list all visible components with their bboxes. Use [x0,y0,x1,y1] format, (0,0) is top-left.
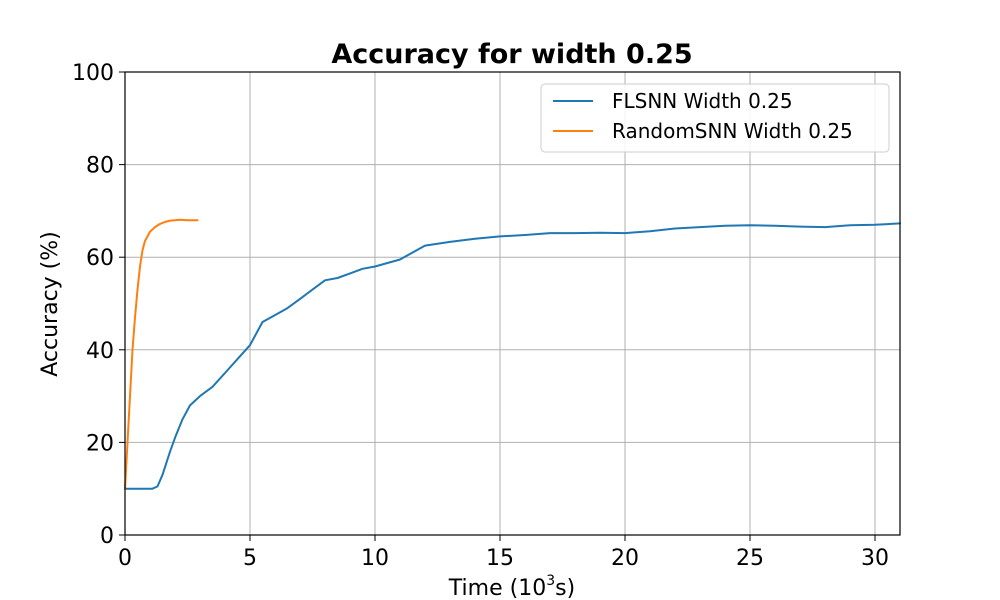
x-tick-label: 25 [736,546,764,571]
tick-layer: 0 5 10 15 20 25 30 0 20 40 60 80 100 [72,61,889,571]
y-tick-label: 40 [86,339,114,364]
x-axis-label-suffix: s) [555,576,575,600]
x-tick-label: 30 [861,546,889,571]
x-tick-label: 0 [118,546,132,571]
series-layer [124,218,901,490]
y-tick-label: 100 [72,61,114,86]
x-tick-label: 15 [486,546,514,571]
legend-label-flsnn: FLSNN Width 0.25 [612,89,793,113]
x-axis-label-main: Time (10 [448,576,546,600]
series-line-flsnn [124,222,901,490]
y-tick-label: 60 [86,246,114,271]
legend: FLSNN Width 0.25 RandomSNN Width 0.25 [540,83,890,153]
y-tick-label: 0 [100,524,114,549]
x-axis-label: Time (103s) [448,573,575,600]
y-tick-label: 80 [86,154,114,179]
x-tick-label: 10 [361,546,389,571]
series-line-randomsnn [124,218,199,490]
x-tick-label: 20 [611,546,639,571]
x-axis-label-sup: 3 [546,573,555,589]
legend-box [540,83,890,153]
x-tick-label: 5 [243,546,257,571]
chart-title: Accuracy for width 0.25 [331,39,692,70]
legend-label-randomsnn: RandomSNN Width 0.25 [612,119,853,143]
y-axis-label: Accuracy (%) [38,231,63,377]
plot-frame [124,71,901,536]
y-tick-label: 20 [86,431,114,456]
